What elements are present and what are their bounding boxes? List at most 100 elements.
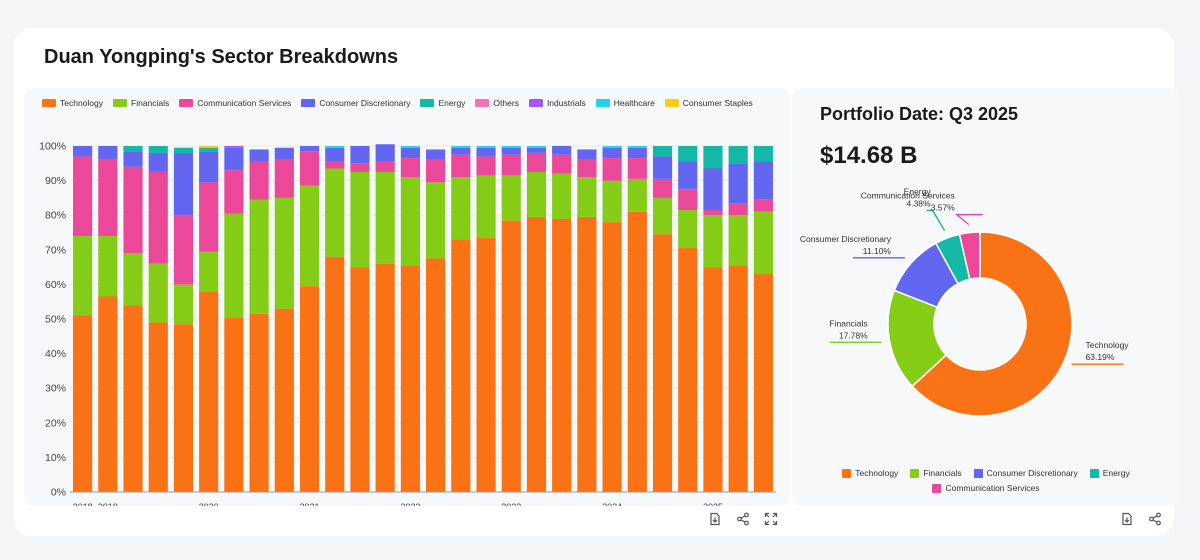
bar-segment-industrials[interactable]	[224, 146, 244, 148]
bar-segment-consumer-discretionary[interactable]	[123, 151, 143, 167]
bar-segment-healthcare[interactable]	[325, 146, 345, 148]
bar-segment-technology[interactable]	[148, 322, 168, 492]
legend-item-communication-services[interactable]: Communication Services	[179, 98, 291, 108]
bar-segment-financials[interactable]	[299, 185, 320, 287]
bar-segment-energy[interactable]	[728, 146, 748, 164]
bar-segment-financials[interactable]	[552, 173, 572, 219]
bar-segment-technology[interactable]	[602, 222, 622, 492]
bar-segment-communication-services[interactable]	[173, 215, 194, 285]
bar-segment-consumer-discretionary[interactable]	[173, 152, 194, 216]
bar-segment-consumer-discretionary[interactable]	[325, 147, 345, 162]
bar-segment-energy[interactable]	[148, 146, 168, 153]
bar-segment-financials[interactable]	[451, 177, 471, 240]
bar-segment-consumer-discretionary[interactable]	[249, 149, 269, 162]
bar-segment-communication-services[interactable]	[148, 171, 168, 264]
bar-segment-healthcare[interactable]	[476, 146, 496, 148]
bar-segment-consumer-discretionary[interactable]	[274, 147, 294, 160]
bar-segment-technology[interactable]	[375, 263, 395, 492]
bar-segment-communication-services[interactable]	[199, 182, 219, 252]
bar-segment-consumer-discretionary[interactable]	[451, 147, 471, 155]
bar-segment-financials[interactable]	[753, 211, 773, 275]
legend-item-energy[interactable]: Energy	[420, 98, 465, 108]
bar-segment-financials[interactable]	[350, 171, 370, 268]
bar-segment-healthcare[interactable]	[627, 146, 647, 148]
bar-segment-financials[interactable]	[501, 175, 521, 221]
bar-segment-healthcare[interactable]	[501, 146, 521, 148]
bar-segment-technology[interactable]	[400, 265, 420, 492]
bar-segment-communication-services[interactable]	[350, 163, 370, 172]
bar-segment-technology[interactable]	[728, 265, 748, 492]
bar-segment-energy[interactable]	[652, 146, 673, 157]
bar-segment-financials[interactable]	[526, 171, 547, 217]
bar-segment-communication-services[interactable]	[325, 161, 345, 169]
bar-segment-communication-services[interactable]	[476, 156, 496, 176]
pie-legend-item-financials[interactable]: Financials	[910, 468, 962, 478]
bar-segment-consumer-discretionary[interactable]	[375, 144, 395, 162]
bar-segment-consumer-discretionary[interactable]	[652, 156, 673, 179]
bar-segment-technology[interactable]	[678, 248, 698, 492]
bar-segment-consumer-discretionary[interactable]	[98, 146, 118, 160]
bar-segment-consumer-discretionary[interactable]	[350, 146, 370, 164]
legend-item-others[interactable]: Others	[475, 98, 519, 108]
bar-segment-technology[interactable]	[627, 211, 647, 492]
bar-segment-communication-services[interactable]	[652, 178, 673, 198]
bar-segment-communication-services[interactable]	[627, 158, 647, 179]
bar-segment-consumer-discretionary[interactable]	[148, 152, 168, 172]
bar-segment-financials[interactable]	[224, 213, 244, 318]
bar-segment-technology[interactable]	[526, 216, 547, 492]
bar-segment-energy[interactable]	[123, 146, 143, 152]
bar-segment-consumer-discretionary[interactable]	[602, 147, 622, 159]
bar-segment-energy[interactable]	[703, 146, 723, 169]
legend-item-consumer-staples[interactable]: Consumer Staples	[664, 98, 753, 108]
bar-segment-technology[interactable]	[249, 313, 269, 492]
bar-segment-financials[interactable]	[602, 180, 622, 223]
bar-segment-technology[interactable]	[224, 317, 244, 492]
bar-segment-communication-services[interactable]	[577, 159, 597, 178]
donut-share-icon[interactable]	[1148, 512, 1162, 526]
bar-segment-technology[interactable]	[299, 286, 320, 492]
bar-segment-healthcare[interactable]	[526, 146, 547, 148]
bar-segment-technology[interactable]	[123, 305, 143, 492]
bar-segment-financials[interactable]	[652, 197, 673, 235]
fullscreen-icon[interactable]	[764, 512, 778, 526]
bar-segment-healthcare[interactable]	[451, 146, 471, 148]
bar-segment-technology[interactable]	[501, 220, 521, 492]
bar-segment-consumer-discretionary[interactable]	[224, 147, 244, 171]
bar-segment-financials[interactable]	[325, 168, 345, 257]
bar-segment-communication-services[interactable]	[678, 189, 698, 211]
bar-segment-technology[interactable]	[274, 308, 294, 492]
bar-segment-technology[interactable]	[73, 315, 93, 492]
bar-segment-energy[interactable]	[173, 147, 194, 153]
bar-segment-consumer-discretionary[interactable]	[678, 161, 698, 190]
bar-segment-financials[interactable]	[73, 235, 93, 316]
bar-segment-communication-services[interactable]	[451, 154, 471, 178]
bar-segment-communication-services[interactable]	[123, 166, 143, 254]
bar-segment-communication-services[interactable]	[224, 170, 244, 214]
bar-segment-consumer-discretionary[interactable]	[577, 149, 597, 160]
bar-segment-technology[interactable]	[577, 216, 597, 492]
bar-segment-technology[interactable]	[476, 237, 496, 492]
bar-segment-energy[interactable]	[199, 147, 219, 152]
bar-segment-communication-services[interactable]	[274, 159, 294, 198]
bar-segment-technology[interactable]	[173, 324, 194, 492]
donut-slice-communication-services[interactable]	[958, 231, 981, 281]
bar-segment-communication-services[interactable]	[426, 159, 446, 183]
download-icon[interactable]	[708, 512, 722, 526]
bar-segment-healthcare[interactable]	[602, 146, 622, 148]
bar-segment-energy[interactable]	[678, 146, 698, 162]
legend-item-industrials[interactable]: Industrials	[528, 98, 586, 108]
legend-item-healthcare[interactable]: Healthcare	[595, 98, 655, 108]
donut-slice-technology[interactable]	[911, 231, 1073, 417]
bar-segment-financials[interactable]	[703, 215, 723, 268]
bar-segment-technology[interactable]	[350, 267, 370, 492]
pie-legend-item-energy[interactable]: Energy	[1089, 468, 1130, 478]
bar-segment-consumer-staples[interactable]	[199, 146, 219, 148]
pie-legend-item-communication-services[interactable]: Communication Services	[932, 483, 1040, 493]
bar-segment-consumer-discretionary[interactable]	[476, 147, 496, 157]
bar-segment-financials[interactable]	[274, 197, 294, 309]
bar-segment-financials[interactable]	[678, 210, 698, 249]
bar-segment-financials[interactable]	[98, 235, 118, 297]
bar-segment-communication-services[interactable]	[249, 161, 269, 200]
bar-segment-financials[interactable]	[148, 263, 168, 323]
legend-item-technology[interactable]: Technology	[42, 98, 103, 108]
